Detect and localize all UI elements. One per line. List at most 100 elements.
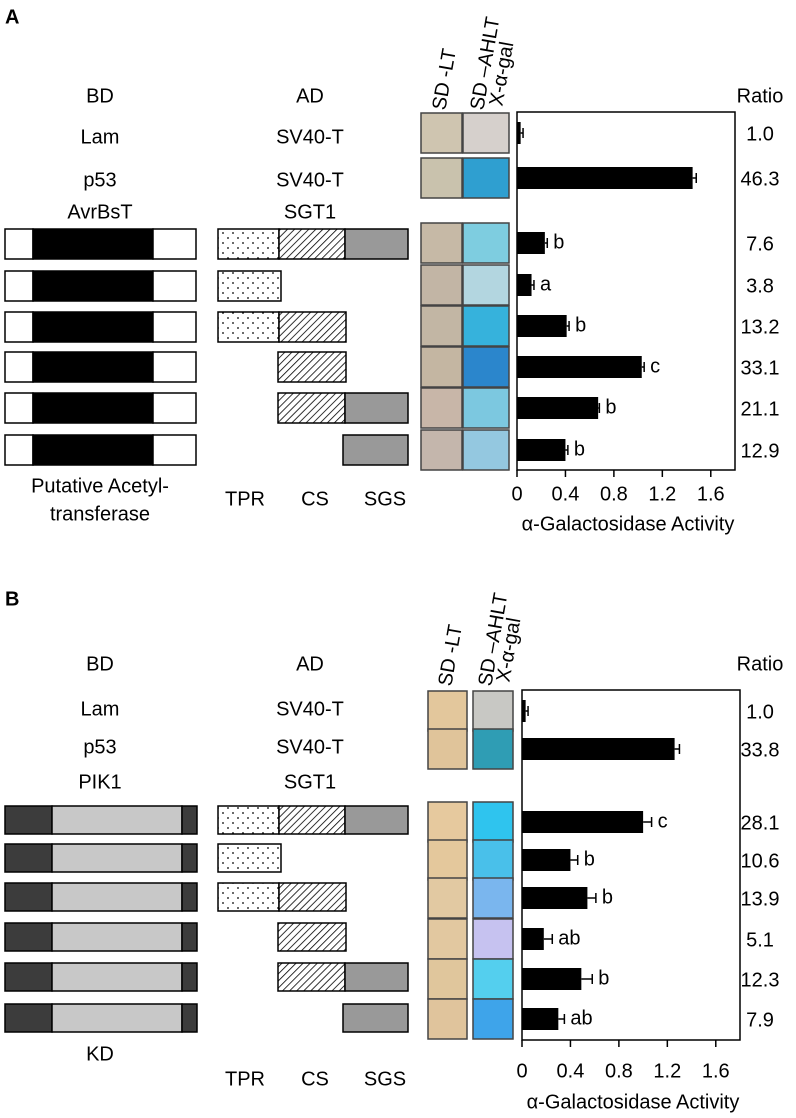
error-bar <box>692 173 697 183</box>
ad-domain <box>278 311 347 343</box>
bd-domain <box>4 805 53 835</box>
panel-label: B <box>5 588 19 610</box>
bd-domain <box>181 843 198 873</box>
domain-label: CS <box>301 488 329 510</box>
significance-letter: b <box>605 396 616 418</box>
bd-domain <box>4 1003 53 1033</box>
ratio: 13.9 <box>741 888 780 910</box>
bd-domain <box>4 270 34 302</box>
error-bar <box>565 445 569 455</box>
yeast-spot <box>427 918 468 960</box>
ad-domain <box>344 392 409 424</box>
yeast-spot <box>420 346 463 388</box>
ad-domain <box>217 270 282 302</box>
bd-domain <box>32 434 154 466</box>
bd-domain <box>181 882 198 912</box>
significance-letter: b <box>602 886 613 908</box>
bar <box>517 397 599 419</box>
bd-domain <box>4 843 53 873</box>
ratio: 21.1 <box>741 398 780 420</box>
significance-letter: ab <box>558 927 580 949</box>
yeast-spot <box>462 429 510 471</box>
bd-control: p53 <box>83 169 116 191</box>
yeast-spot <box>420 264 463 306</box>
bar <box>522 968 582 990</box>
yeast-spot <box>472 877 514 919</box>
ad-header: AD <box>296 653 324 675</box>
bar <box>522 700 526 722</box>
ratio: 33.8 <box>741 739 780 761</box>
significance-letter: b <box>553 231 564 253</box>
error-bar <box>558 1014 566 1024</box>
x-tick-label: 0.4 <box>552 483 580 505</box>
bd-domain <box>51 843 183 873</box>
bar <box>522 849 571 871</box>
ad-control: SV40-T <box>276 698 344 720</box>
ad-domain <box>277 922 347 952</box>
yeast-spot <box>427 690 468 732</box>
ratio: 33.1 <box>741 357 780 379</box>
bd-construct-name: PIK1 <box>78 771 121 793</box>
ratio: 10.6 <box>741 850 780 872</box>
bd-footer: Putative Acetyl- <box>31 475 169 497</box>
error-bar <box>566 321 570 331</box>
yeast-spot <box>472 728 514 770</box>
bar <box>517 315 567 337</box>
yeast-spot <box>427 877 468 919</box>
ratio: 3.8 <box>746 275 774 297</box>
yeast-spot <box>462 305 510 347</box>
ratio: 13.2 <box>741 316 780 338</box>
bd-domain <box>152 228 197 260</box>
ratio: 5.1 <box>746 929 774 951</box>
yeast-spot <box>420 387 463 429</box>
ratio-header: Ratio <box>737 85 784 107</box>
ratio: 12.3 <box>741 969 780 991</box>
error-bar <box>531 280 535 290</box>
bd-domain <box>4 392 34 424</box>
ratio: 12.9 <box>741 440 780 462</box>
significance-letter: b <box>584 848 595 870</box>
significance-letter: c <box>658 810 668 832</box>
yeast-spot <box>462 222 510 264</box>
yeast-spot <box>462 157 510 199</box>
significance-letter: b <box>574 438 585 460</box>
yeast-spot <box>472 998 514 1040</box>
error-bar <box>544 238 549 248</box>
bd-domain <box>51 1003 183 1033</box>
bd-domain <box>152 270 197 302</box>
ad-domain <box>344 228 409 260</box>
domain-label: TPR <box>225 488 265 510</box>
ratio: 7.6 <box>746 233 774 255</box>
x-tick-label: 1.2 <box>653 1060 681 1082</box>
ratio: 46.3 <box>741 168 780 190</box>
ad-domain <box>278 805 346 835</box>
bd-domain <box>32 392 154 424</box>
bd-domain <box>181 962 198 992</box>
yeast-spot <box>472 801 514 843</box>
bd-domain <box>4 434 34 466</box>
x-tick-label: 0 <box>511 483 522 505</box>
bd-domain <box>181 1003 198 1033</box>
yeast-spot <box>462 346 510 388</box>
ad-construct-name: SGT1 <box>284 201 336 223</box>
yeast-spot <box>472 839 514 881</box>
ratio-header: Ratio <box>737 653 784 675</box>
bd-domain <box>32 311 154 343</box>
bd-header: BD <box>86 85 114 107</box>
ratio: 1.0 <box>746 701 774 723</box>
domain-label: TPR <box>225 1068 265 1090</box>
ad-domain <box>217 805 280 835</box>
bd-domain <box>4 922 53 952</box>
x-axis-title: α-Galactosidase Activity <box>527 1091 740 1113</box>
ad-domain <box>344 805 409 835</box>
ad-domain <box>342 434 409 466</box>
ratio: 7.9 <box>746 1009 774 1031</box>
bar <box>517 439 566 461</box>
bd-header: BD <box>86 653 114 675</box>
bd-domain <box>4 311 34 343</box>
bd-domain <box>51 962 183 992</box>
yeast-spot <box>472 918 514 960</box>
bar <box>517 167 693 189</box>
yeast-spot <box>420 112 463 154</box>
bd-domain <box>152 351 197 383</box>
